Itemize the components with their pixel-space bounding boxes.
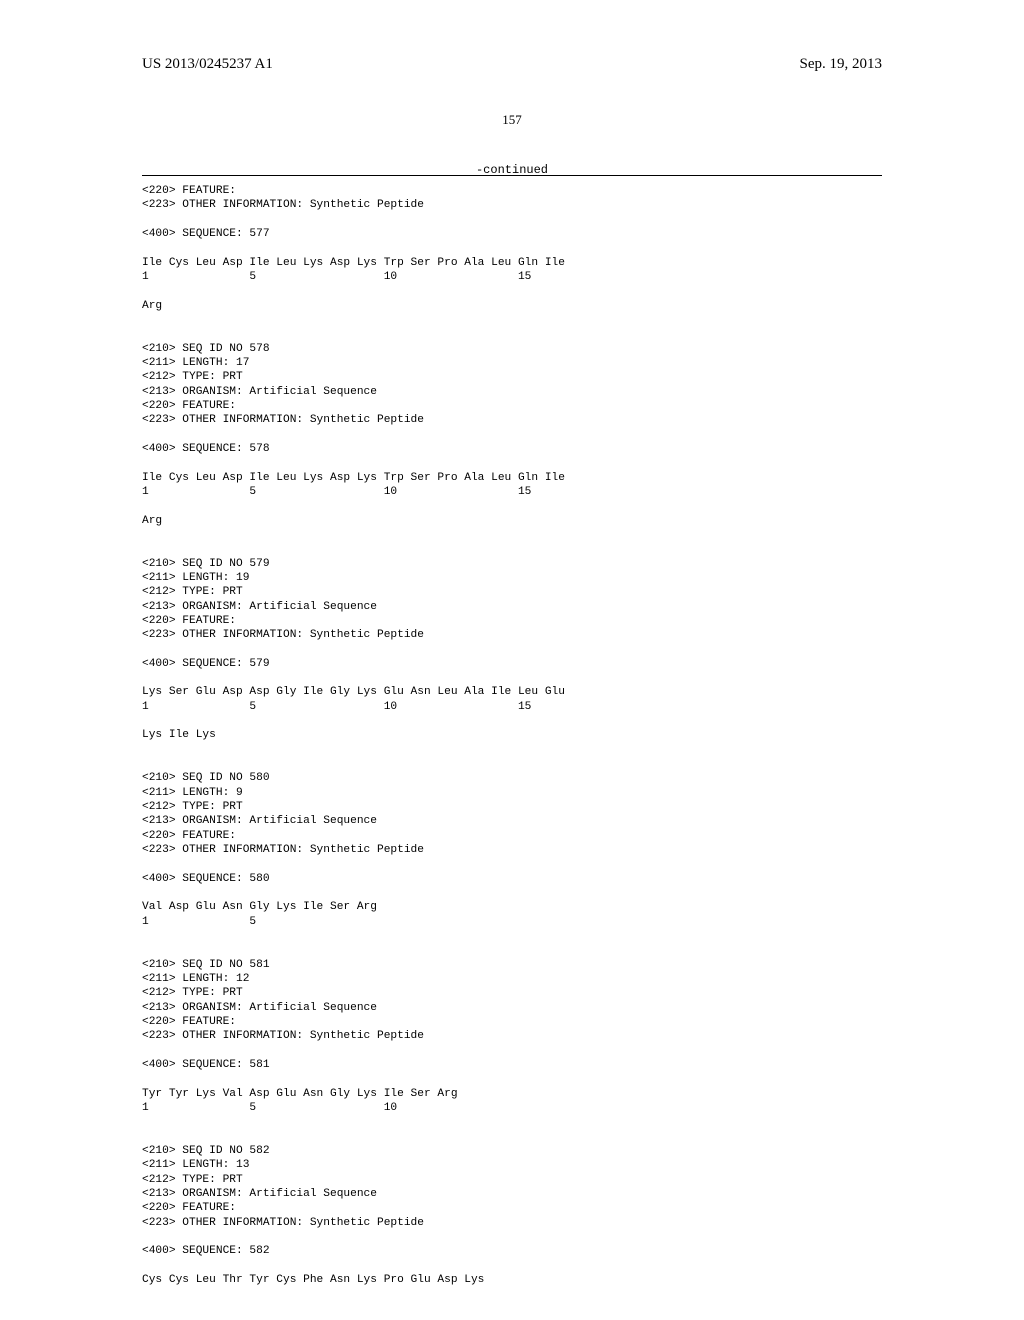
publication-date: Sep. 19, 2013	[800, 56, 883, 73]
page-number: 157	[0, 112, 1024, 128]
horizontal-rule	[142, 175, 882, 176]
publication-number: US 2013/0245237 A1	[142, 56, 273, 73]
sequence-listing-content: <220> FEATURE: <223> OTHER INFORMATION: …	[142, 184, 882, 1287]
